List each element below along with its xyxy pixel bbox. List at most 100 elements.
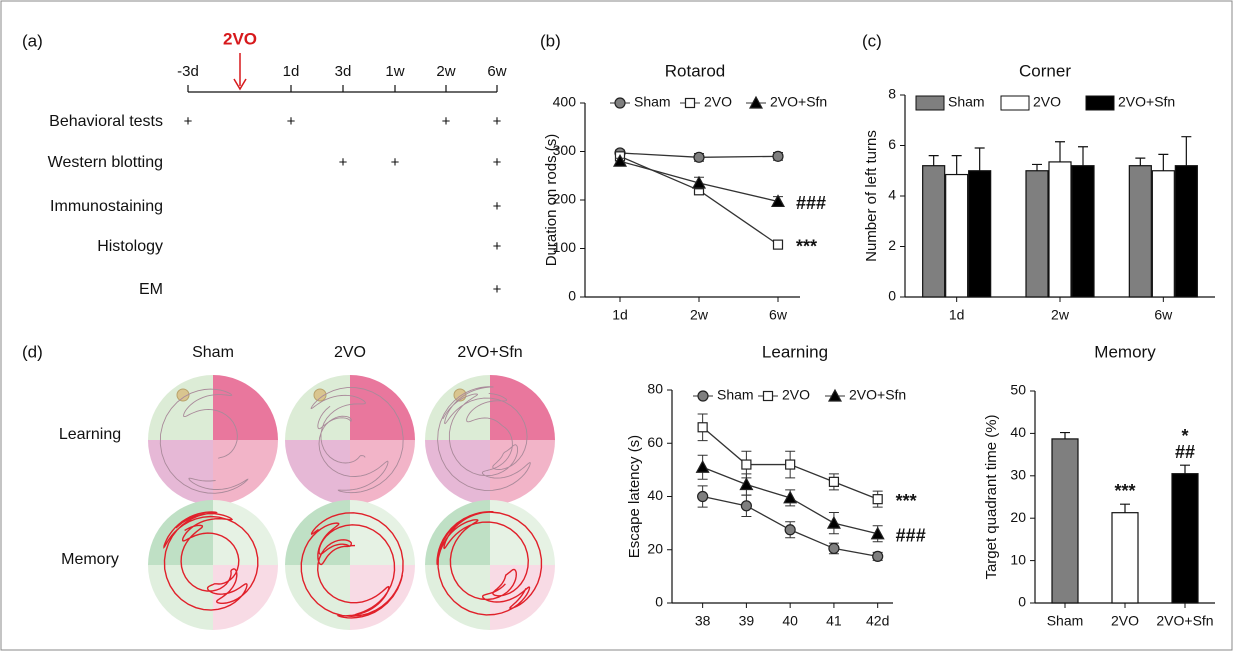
y-tick-label: 4: [888, 187, 896, 203]
x-tick-label: 1d: [949, 307, 965, 323]
x-tick-label: 2VO+Sfn: [1156, 613, 1213, 629]
x-tick-label: 6w: [1154, 307, 1173, 323]
row-label: Behavioral tests: [49, 113, 163, 130]
swim-path: [436, 511, 543, 616]
annotation: *: [1181, 426, 1188, 446]
row-label: EM: [139, 281, 163, 298]
legend-label: Sham: [717, 387, 754, 403]
y-tick-label: 2: [888, 237, 896, 253]
y-axis-label: Target quadrant time (%): [983, 414, 1000, 579]
column-title: Sham: [192, 344, 234, 361]
marker: [783, 490, 798, 504]
y-tick-label: 20: [1010, 509, 1026, 525]
x-tick-label: 39: [739, 613, 755, 629]
legend-label: 2VO: [1033, 94, 1061, 110]
marker: [828, 476, 840, 487]
x-tick-label: 6w: [769, 307, 788, 323]
platform: [313, 388, 327, 402]
marker: [772, 239, 784, 250]
marker: [772, 150, 784, 162]
timeline-time: -3d: [177, 63, 199, 80]
x-tick-label: 42d: [866, 613, 889, 629]
legend-swatch: [1085, 95, 1115, 111]
row-mark: +: [339, 154, 348, 171]
x-tick-label: 2w: [690, 307, 709, 323]
error-bar: [951, 155, 962, 175]
bar: [1171, 473, 1199, 604]
marker: [785, 459, 796, 470]
row-label: Histology: [97, 238, 163, 255]
panel-label: (a): [22, 31, 43, 50]
x-tick-label: 1d: [612, 307, 628, 323]
y-tick-label: 200: [553, 191, 577, 207]
x-tick-label: 2w: [1051, 307, 1070, 323]
legend-marker: [762, 390, 774, 402]
y-tick-label: 0: [655, 594, 663, 610]
pool-quadrant: [148, 440, 213, 505]
error-bar: [1181, 136, 1192, 166]
y-tick-label: 0: [888, 288, 896, 304]
y-tick-label: 40: [647, 487, 663, 503]
y-tick-label: 40: [1010, 424, 1026, 440]
error-bar: [1180, 464, 1190, 474]
y-tick-label: 10: [1010, 551, 1026, 567]
marker: [784, 524, 796, 536]
y-tick-label: 80: [647, 381, 663, 397]
annotation: ***: [896, 491, 917, 511]
timeline-time: 1w: [385, 63, 404, 80]
bar: [1025, 170, 1049, 298]
swim-path: [163, 511, 259, 611]
error-bar: [1055, 141, 1065, 162]
row-label: Immunostaining: [50, 198, 163, 215]
y-axis-label: Number of left turns: [863, 130, 880, 262]
error-bar: [1135, 157, 1146, 166]
y-tick-label: 0: [1018, 594, 1026, 610]
x-tick-label: 2VO: [1111, 613, 1139, 629]
legend-marker: [697, 390, 709, 402]
y-tick-label: 8: [888, 86, 896, 102]
column-title: 2VO: [334, 344, 366, 361]
pool-quadrant: [213, 375, 278, 440]
annotation: ##: [1175, 442, 1195, 462]
marker: [770, 194, 786, 208]
pool-quadrant: [425, 440, 490, 505]
swim-path: [310, 387, 404, 494]
marker: [691, 175, 707, 189]
pool-quadrant: [350, 375, 415, 440]
marker: [695, 459, 710, 473]
y-tick-label: 100: [553, 239, 577, 255]
marker: [872, 494, 883, 505]
marker: [828, 542, 840, 555]
panel-label: (b): [540, 31, 561, 50]
legend-swatch: [1000, 95, 1030, 111]
row-mark: +: [442, 113, 451, 130]
bar: [1111, 512, 1139, 604]
pool-quadrant: [425, 375, 490, 440]
y-tick-label: 60: [647, 434, 663, 450]
timeline-time: 3d: [335, 63, 352, 80]
legend-label: 2VO+Sfn: [770, 94, 827, 110]
marker: [697, 490, 709, 503]
x-tick-label: Sham: [1047, 613, 1084, 629]
bar: [968, 170, 992, 298]
event-label: 2VO: [223, 29, 257, 48]
y-tick-label: 300: [553, 142, 577, 158]
legend-marker: [827, 388, 843, 402]
y-tick-label: 400: [553, 94, 577, 110]
event-arrowhead: [233, 78, 247, 91]
row-title: Learning: [59, 426, 121, 443]
chart-title: Learning: [762, 342, 828, 361]
row-title: Memory: [61, 551, 119, 568]
row-mark: +: [391, 154, 400, 171]
pool-quadrant: [350, 440, 415, 505]
row-mark: +: [287, 113, 296, 130]
chart-title: Memory: [1094, 342, 1156, 361]
marker: [741, 459, 752, 470]
marker: [693, 151, 705, 163]
y-tick-label: 30: [1010, 467, 1026, 483]
pool-quadrant: [148, 565, 213, 630]
pool-quadrant: [285, 375, 350, 440]
legend-label: Sham: [948, 94, 985, 110]
swim-path: [159, 388, 249, 494]
marker: [697, 422, 708, 433]
